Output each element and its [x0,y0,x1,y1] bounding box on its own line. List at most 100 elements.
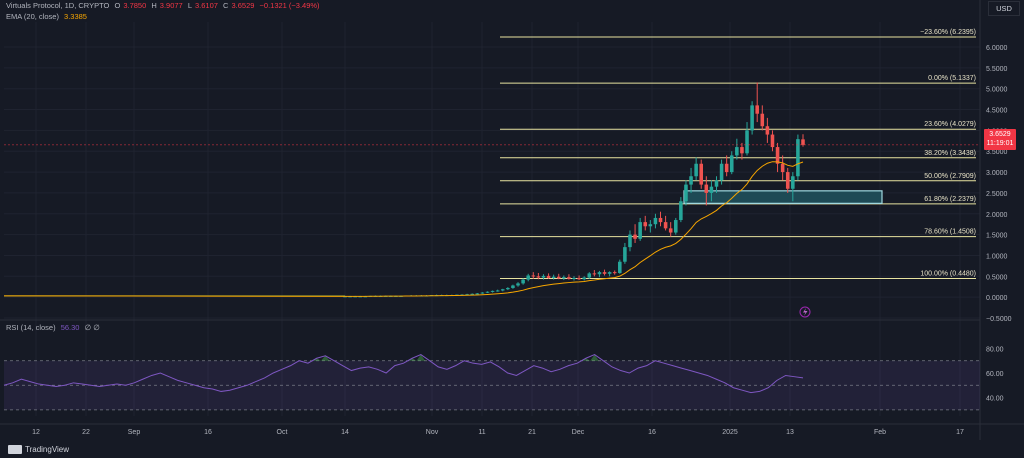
ema-legend[interactable]: EMA (20, close) 3.3385 [6,12,90,22]
candle-body [785,172,790,189]
candle-body [643,222,648,227]
candle-body [740,147,744,154]
candle-body [521,279,525,284]
candle-body [775,147,780,164]
last-price: 3.6529 [989,131,1011,138]
close-label: C [223,1,229,10]
candle-body [490,290,495,292]
candle-body [689,176,693,185]
support-zone [683,190,883,204]
time-axis-label: 22 [82,429,90,436]
rsi-legend[interactable]: RSI (14, close) 56.30 ∅ ∅ [6,323,103,333]
candle-body [506,287,510,290]
fib-level-label: 78.60% (1.4508) [924,229,976,236]
candle-body [597,272,602,275]
candle-body [511,285,515,288]
fib-level-label: 38.20% (3.3438) [924,150,976,157]
candle-body [658,217,663,223]
brand-label: TradingView [25,445,70,454]
symbol-name: Virtuals Protocol, 1D, CRYPTO [6,1,110,10]
candle-body [694,163,698,177]
rsi-label: RSI (14, close) [6,323,56,332]
high-label: H [151,1,157,10]
change-value: −0.1321 (−3.49%) [259,1,320,10]
price-axis-label: 2.5000 [986,191,1008,198]
low-label: L [187,1,192,10]
rsi-extra: ∅ ∅ [84,323,100,332]
time-axis-label: 21 [528,429,536,436]
currency-button[interactable]: USD [988,1,1020,16]
price-axis-label: 4.5000 [986,108,1008,115]
candle-body [623,247,627,262]
rsi-axis-label: 60.00 [986,371,1004,378]
candle-body [673,220,678,233]
candle-body [567,277,571,279]
candle-body [556,276,561,279]
time-axis-label: 13 [786,429,794,436]
candle-body [755,105,759,114]
price-axis-label: 2.0000 [986,212,1008,219]
alert-bolt-icon [799,306,811,318]
ema-value: 3.3385 [64,12,87,21]
candle-body [653,217,658,225]
candle-body [745,130,749,154]
candle-body [724,163,729,173]
candle-body [780,163,785,173]
candle-body [760,113,765,127]
candle-body [699,163,704,185]
candle-body [480,292,485,294]
time-axis-label: 11 [478,429,485,436]
price-axis-label: 3.5000 [986,149,1008,156]
high-value: 3.9077 [159,1,183,10]
candle-body [587,273,592,278]
candle-body [628,234,632,248]
candle-body [648,224,653,227]
candle-body [770,134,775,148]
candle-body [526,275,530,280]
time-axis-label: Nov [426,429,439,436]
candle-body [536,276,541,278]
fib-level-label: 50.00% (2.7909) [924,173,976,180]
candle-body [592,273,597,275]
rsi-line [3,354,804,394]
ema-line [3,161,804,297]
time-axis-label: 17 [956,429,964,436]
time-axis-label: Oct [277,429,288,436]
candle-body [485,291,490,293]
candle-body [684,184,688,202]
candle-body [633,234,637,239]
bolt-glyph-icon [803,308,808,316]
time-axis-label: 16 [648,429,656,436]
candle-body [729,155,734,173]
candle-body [618,261,622,273]
candle-body [801,139,805,145]
candle-body [465,294,469,296]
candle-body [531,275,536,277]
price-axis-label: 0.0000 [986,295,1008,302]
candle-body [495,290,500,292]
price-axis-label: 1.5000 [986,233,1008,240]
candle-body [791,176,795,189]
fib-level-label: 0.00% (5.1337) [928,75,976,82]
candle-body [668,228,673,233]
time-axis-label: Dec [572,429,585,436]
close-value: 3.6529 [231,1,255,10]
candle-body [719,163,724,181]
time-axis-label: 16 [204,429,212,436]
fib-level-label: 23.60% (4.0279) [924,121,976,128]
candle-body [546,275,551,278]
candle-body [796,139,800,177]
price-axis-label: 3.0000 [986,170,1008,177]
fib-level-label: 61.80% (2.2379) [924,196,976,203]
candle-body [663,222,668,229]
price-axis-label: 5.5000 [986,66,1008,73]
candle-body [602,272,607,274]
candle-body [541,275,546,278]
candle-body [551,276,556,278]
tradingview-brand[interactable]: TradingView [8,445,69,454]
candle-body [735,147,739,156]
candle-body [714,180,719,187]
candle-body [572,277,576,279]
